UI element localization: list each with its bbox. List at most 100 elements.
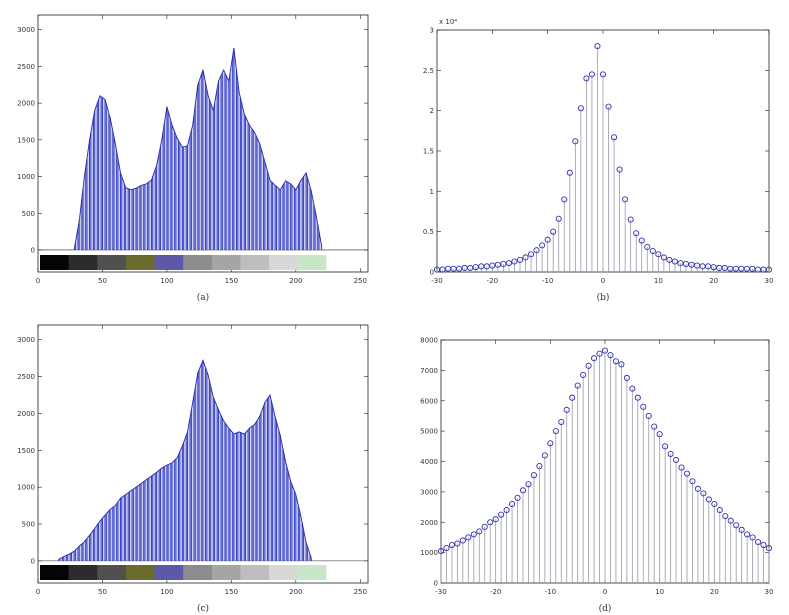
- stem-marker: [649, 247, 656, 255]
- x-tick-label: -10: [545, 588, 556, 596]
- colorbar-segment: [68, 255, 98, 270]
- stem-marker: [765, 266, 773, 273]
- stem-marker: [585, 362, 592, 369]
- stem-marker: [666, 256, 673, 263]
- y-tick-label: 0: [31, 246, 35, 254]
- stem-marker: [678, 464, 685, 471]
- stem-marker: [522, 254, 529, 261]
- stem-marker: [744, 531, 751, 538]
- y-tick-label: 3: [430, 27, 434, 35]
- x-tick-label: 250: [354, 277, 367, 285]
- histogram-bars: [58, 360, 312, 561]
- x-tick-label: 200: [289, 588, 302, 596]
- y-tick-label: 1500: [17, 136, 35, 144]
- stem-marker: [561, 196, 568, 203]
- stem-marker: [601, 347, 609, 354]
- stem-marker: [437, 548, 445, 555]
- stem-marker: [505, 260, 512, 267]
- stem-marker: [574, 382, 581, 389]
- colorbar-segment: [40, 255, 70, 270]
- stem-marker: [509, 500, 516, 508]
- stem-marker: [555, 215, 562, 222]
- stem-marker: [498, 511, 505, 518]
- stem-marker: [454, 540, 461, 547]
- colorbar-segment: [240, 255, 270, 270]
- stem-marker: [749, 534, 756, 541]
- y-tick-label: 1: [430, 188, 434, 196]
- y-tick-label: 3000: [17, 336, 35, 344]
- stem-marker: [588, 71, 595, 78]
- stem-marker: [738, 526, 745, 533]
- x-tick-label: 250: [354, 588, 367, 596]
- colorbar-segment: [211, 255, 241, 270]
- x-tick-label: -30: [435, 588, 446, 596]
- panel-a: 0 500 1000 1500 2000 2500 3000 0 50 100 150 200 250 (…: [17, 14, 369, 303]
- stem-marker: [550, 228, 557, 235]
- stem-marker: [711, 500, 718, 508]
- stem-marker: [622, 196, 629, 203]
- stem-marker: [607, 352, 614, 359]
- stem-marker: [644, 243, 651, 251]
- stem-marker: [633, 230, 640, 237]
- stem-marker: [547, 440, 554, 447]
- panel-b: 0 0.5 1 1.5 2 2.5 3 -30 -20 -10 0 10 20 30 x 10⁴ (b): [423, 18, 774, 303]
- stem-marker: [533, 247, 540, 254]
- stem-marker: [558, 418, 565, 426]
- colorbar-segment: [297, 565, 327, 580]
- stem-marker: [627, 216, 634, 223]
- y-tick-label: 1000: [17, 484, 35, 492]
- stem-marker: [629, 385, 636, 392]
- stem-marker: [448, 541, 455, 549]
- stem-marker: [760, 541, 767, 549]
- stem-marker: [634, 394, 641, 401]
- stem-marker: [705, 496, 712, 503]
- stem-marker: [722, 513, 729, 520]
- x-tick-label: 50: [98, 588, 107, 596]
- colorbar-segment: [269, 565, 299, 580]
- stem-marker: [645, 412, 652, 419]
- histogram-bars: [74, 48, 323, 250]
- stem-marker: [656, 431, 663, 438]
- x-tick-label: 0: [601, 277, 605, 285]
- y-tick-label: 2500: [17, 373, 35, 381]
- panel-caption: (d): [599, 603, 612, 614]
- x-tick-label: 50: [98, 277, 107, 285]
- stem-marker: [563, 406, 570, 413]
- stem-series: [437, 347, 773, 583]
- stem-marker: [459, 537, 466, 544]
- stem-marker: [655, 251, 662, 258]
- colorbar-segment: [297, 255, 327, 270]
- colorbar-segment: [326, 565, 356, 580]
- stem-marker: [487, 519, 494, 526]
- colorbar-segment: [40, 565, 70, 580]
- x-tick-label: 150: [225, 277, 238, 285]
- y-tick-label: 6000: [420, 397, 438, 405]
- stem-marker: [541, 452, 548, 459]
- x-tick-label: 100: [160, 588, 173, 596]
- stem-marker: [662, 443, 669, 450]
- stem-marker: [618, 361, 625, 368]
- stem-marker: [544, 236, 551, 243]
- stem-marker: [443, 545, 450, 552]
- colorbar-segment: [154, 565, 184, 580]
- stem-marker: [755, 538, 762, 546]
- stem-marker: [689, 478, 696, 485]
- stem-marker: [638, 237, 645, 244]
- stem-marker: [727, 517, 734, 524]
- y-tick-label: 0: [31, 557, 35, 565]
- colorbar-segment: [326, 255, 356, 270]
- colorbar-segment: [125, 255, 155, 270]
- stem-marker: [519, 487, 527, 494]
- panel-caption: (a): [197, 292, 209, 303]
- y-tick-label: 1.5: [423, 148, 434, 156]
- histogram-outline: [58, 359, 312, 560]
- y-exponent-label: x 10⁴: [439, 18, 457, 26]
- y-tick-label: 500: [22, 521, 35, 529]
- stem-marker: [694, 485, 701, 492]
- x-tick-label: 0: [36, 277, 40, 285]
- stem-marker: [671, 258, 678, 265]
- y-tick-label: 7000: [420, 367, 438, 375]
- stem-marker: [660, 254, 667, 261]
- x-tick-label: 20: [710, 588, 719, 596]
- y-tick-label: 2000: [420, 519, 438, 527]
